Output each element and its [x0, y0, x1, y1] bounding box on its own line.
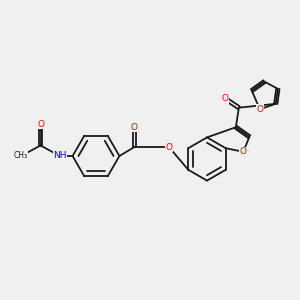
Text: O: O: [37, 120, 44, 129]
Text: NH: NH: [53, 152, 67, 160]
Text: CH₃: CH₃: [14, 152, 28, 160]
Text: O: O: [131, 123, 138, 132]
Text: O: O: [165, 142, 172, 152]
Text: O: O: [240, 147, 247, 156]
Text: O: O: [222, 94, 229, 103]
Text: O: O: [256, 105, 263, 114]
